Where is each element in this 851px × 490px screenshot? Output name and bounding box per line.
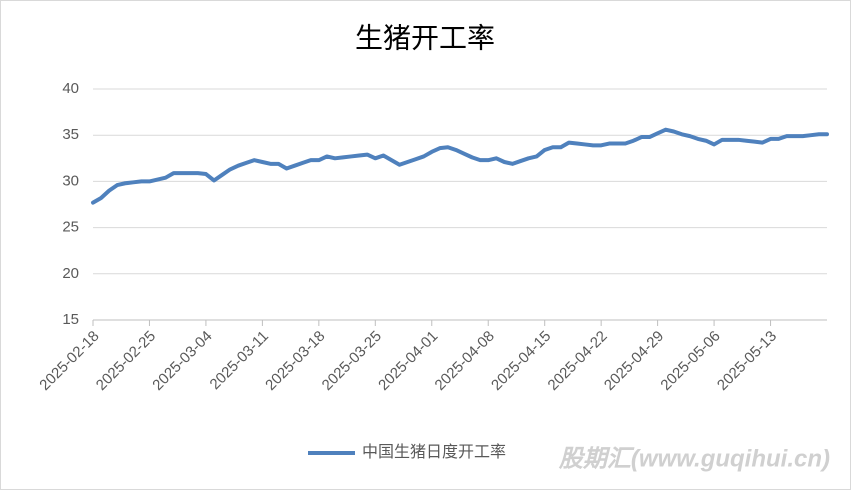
y-tick-label: 20 (62, 265, 79, 282)
chart-title: 生猪开工率 (355, 22, 495, 55)
legend-label: 中国生猪日度开工率 (362, 443, 506, 461)
y-tick-label: 40 (62, 80, 79, 97)
y-tick-label: 30 (62, 172, 79, 189)
watermark: 股期汇(www.guqihui.cn) (558, 445, 830, 472)
y-tick-label: 25 (62, 219, 79, 236)
line-series (91, 127, 829, 205)
y-tick-label: 15 (62, 311, 79, 328)
y-tick-label: 35 (62, 126, 79, 143)
